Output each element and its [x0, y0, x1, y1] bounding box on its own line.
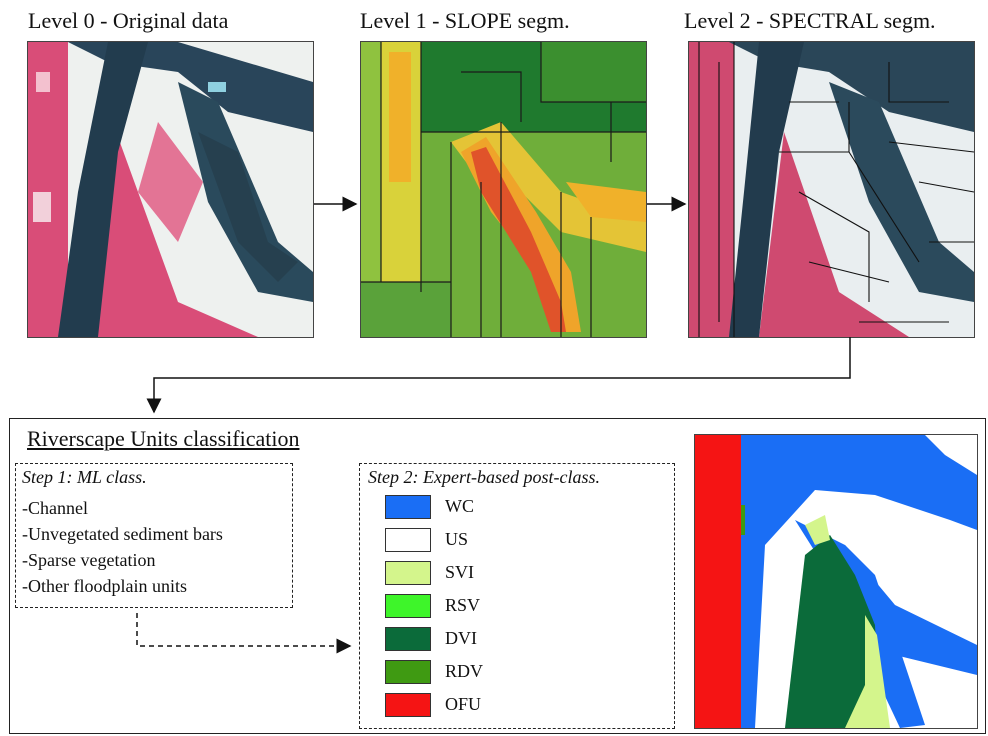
step1-box — [15, 463, 293, 608]
arrow-level2-to-classification — [146, 337, 851, 414]
legend-swatch — [385, 495, 431, 519]
level1-title: Level 1 - SLOPE segm. — [360, 8, 570, 33]
legend-label: SVI — [445, 562, 475, 582]
legend-label: OFU — [445, 694, 482, 714]
legend: WC US SVI RSV DVI RDV OFU — [365, 495, 665, 723]
legend-swatch — [385, 627, 431, 651]
slope-segmentation-image — [360, 41, 647, 338]
legend-label: DVI — [445, 628, 477, 648]
legend-label: RSV — [445, 595, 481, 615]
legend-swatch — [385, 528, 431, 552]
legend-swatch — [385, 660, 431, 684]
step2-box — [359, 463, 675, 729]
step1-title: Step 1: ML class. — [22, 467, 147, 487]
legend-swatch — [385, 594, 431, 618]
spectral-segmentation-image — [688, 41, 975, 338]
legend-label: US — [445, 529, 469, 549]
level2-title: Level 2 - SPECTRAL segm. — [684, 8, 936, 33]
legend-swatch — [385, 561, 431, 585]
ml-class-item: -Unvegetated sediment bars — [22, 524, 223, 544]
classification-map — [694, 434, 978, 729]
original-data-image — [27, 41, 314, 338]
classification-title: Riverscape Units classification — [27, 426, 300, 451]
legend-swatch — [385, 693, 431, 717]
legend-label: WC — [445, 496, 474, 516]
level0-title: Level 0 - Original data — [28, 8, 229, 33]
step1-list: -Channel -Unvegetated sediment bars -Spa… — [22, 495, 223, 599]
ml-class-item: -Sparse vegetation — [22, 550, 156, 570]
classification-box — [9, 418, 986, 734]
step2-title: Step 2: Expert-based post-class. — [368, 467, 600, 487]
ml-class-item: -Other floodplain units — [22, 576, 187, 596]
ml-class-item: -Channel — [22, 498, 88, 518]
legend-label: RDV — [445, 661, 484, 681]
